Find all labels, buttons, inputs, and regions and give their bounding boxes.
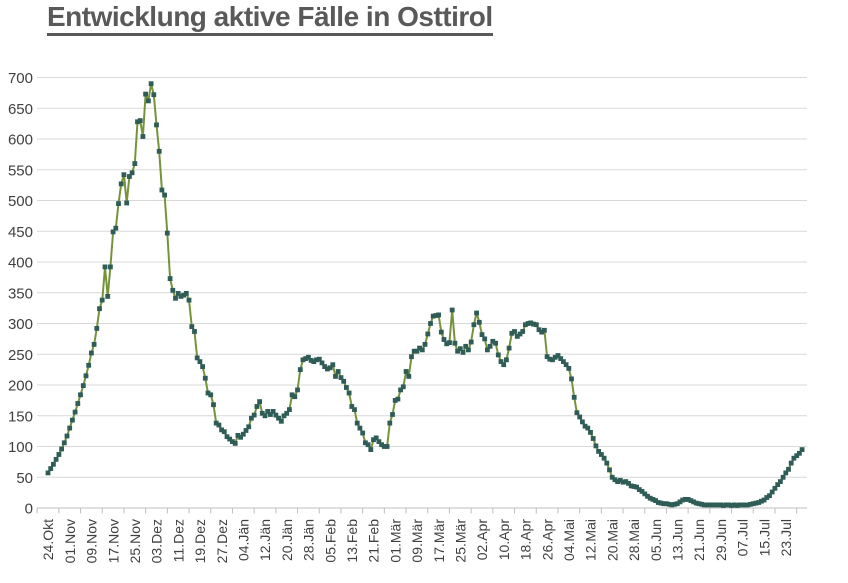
- x-tick-label: 10.Apr: [496, 519, 512, 561]
- x-tick-label: 25.Mär: [453, 519, 469, 563]
- x-tick-label: 11.Dez: [170, 519, 186, 562]
- x-tick-label: 05.Jun: [648, 519, 664, 561]
- x-tick-label: 07.Jul: [735, 519, 751, 556]
- chart-title-text: Entwicklung aktive Fälle in Osttirol: [47, 1, 493, 36]
- x-tick-label: 13.Feb: [344, 519, 360, 563]
- x-tick-label: 17.Mär: [431, 519, 447, 563]
- x-tick-label: 09.Mär: [409, 519, 425, 563]
- x-tick-label: 05.Feb: [322, 519, 338, 563]
- x-tick-label: 15.Jul: [756, 519, 772, 556]
- x-tick-label: 26.Apr: [539, 519, 555, 561]
- y-tick-label: 550: [8, 162, 33, 179]
- y-axis-labels: 0 50 100 150 200 250 300 350 400 450 500 550 600 650 7…: [8, 70, 33, 518]
- x-tick-label: 19.Dez: [192, 519, 208, 563]
- x-tick-label: 28.Jän: [301, 519, 317, 561]
- y-tick-label: 100: [8, 439, 33, 456]
- x-tick-label: 01.Nov: [62, 519, 78, 563]
- x-tick-label: 12.Jän: [257, 519, 273, 561]
- x-tick-label: 13.Jun: [670, 519, 686, 561]
- y-tick-label: 300: [8, 316, 33, 333]
- x-tick-label: 29.Jun: [713, 519, 729, 561]
- x-tick-label: 24.Okt: [40, 519, 56, 560]
- x-tick-label: 03.Dez: [149, 519, 165, 563]
- x-tick-label: 21.Feb: [366, 519, 382, 563]
- x-tick-label: 01.Mär: [387, 519, 403, 563]
- y-tick-label: 350: [8, 285, 33, 302]
- x-tick-label: 20.Jän: [279, 519, 295, 561]
- x-tick-label: 20.Mai: [604, 519, 620, 561]
- x-tick-label: 27.Dez: [214, 519, 230, 563]
- x-axis-tick-marks: [36, 508, 798, 514]
- y-tick-label: 150: [8, 408, 33, 425]
- y-tick-label: 600: [8, 132, 33, 149]
- x-tick-label: 25.Nov: [127, 519, 143, 563]
- x-tick-label: 21.Jun: [691, 519, 707, 561]
- x-tick-label: 04.Mai: [561, 519, 577, 561]
- series-line: [47, 82, 803, 507]
- x-tick-label: 04.Jän: [236, 519, 252, 561]
- y-tick-label: 50: [16, 470, 33, 487]
- y-tick-label: 650: [8, 101, 33, 118]
- series-markers: [45, 81, 805, 508]
- x-tick-label: 17.Nov: [105, 519, 121, 563]
- x-tick-label: 28.Mai: [626, 519, 642, 561]
- y-tick-label: 700: [8, 70, 33, 87]
- chart-title: Entwicklung aktive Fälle in Osttirol: [47, 1, 493, 36]
- y-tick-label: 400: [8, 255, 33, 272]
- x-tick-label: 12.Mai: [583, 519, 599, 561]
- y-tick-label: 0: [25, 501, 33, 518]
- x-tick-label: 09.Nov: [84, 519, 100, 563]
- y-tick-label: 200: [8, 378, 33, 395]
- gridlines: [37, 77, 807, 478]
- x-tick-label: 18.Apr: [518, 519, 534, 561]
- x-tick-label: 02.Apr: [474, 519, 490, 561]
- x-axis-labels: 24.Okt 01.Nov 09.Nov 17.Nov 25.Nov 03.Dez 11.D…: [40, 519, 794, 564]
- y-tick-label: 500: [8, 193, 33, 210]
- y-tick-label: 450: [8, 224, 33, 241]
- y-tick-label: 250: [8, 347, 33, 364]
- x-tick-label: 23.Jul: [778, 519, 794, 556]
